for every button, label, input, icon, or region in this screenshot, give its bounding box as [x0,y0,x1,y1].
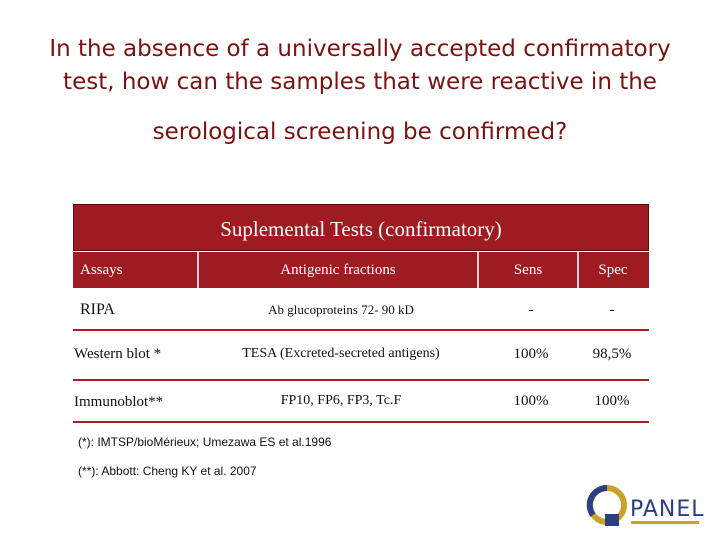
column-separator [197,252,199,288]
footnote: (**): Abbott: Cheng KY et al. 2007 [78,464,257,478]
column-separator [477,252,479,288]
header-cell: Antigenic fractions [280,262,396,278]
logo-arc [586,484,608,517]
table-banner [73,204,649,251]
logo-tail [605,514,619,526]
footnote: (*): IMTSP/bioMérieux; Umezawa ES et al.… [78,435,332,449]
cell: TESA (Excreted-secreted antigens) [242,346,440,361]
cell: 100% [513,393,549,409]
header-cell: Assays [80,262,123,278]
column-separator [577,252,579,288]
cell: 98,5% [592,346,632,362]
cell: - [609,302,615,318]
cell: - [528,302,534,318]
title-line: serological screening be confirmed? [152,119,568,145]
header-cell: Sens [513,262,543,278]
cell: Western blot * [74,346,162,362]
header-cell: Spec [598,262,628,278]
logo-text: PANEL [630,497,705,522]
cell: 100% [594,393,630,409]
table-caption: Suplemental Tests (confirmatory) [220,217,502,241]
cell: RIPA [80,301,115,318]
row-rule [73,421,649,423]
cell: 100% [513,346,549,362]
logo: PANEL [586,484,705,526]
cell: Immunoblot** [74,394,164,410]
cell: FP10, FP6, FP3, Tc.F [280,393,402,408]
header-row [73,252,649,288]
title-line: In the absence of a universally accepted… [49,36,671,62]
cell: Ab glucoproteins 72- 90 kD [268,302,414,317]
title-line: test, how can the samples that were reac… [63,69,657,95]
row-rule [73,379,649,381]
row-rule [73,329,649,331]
logo-underline [631,521,699,524]
